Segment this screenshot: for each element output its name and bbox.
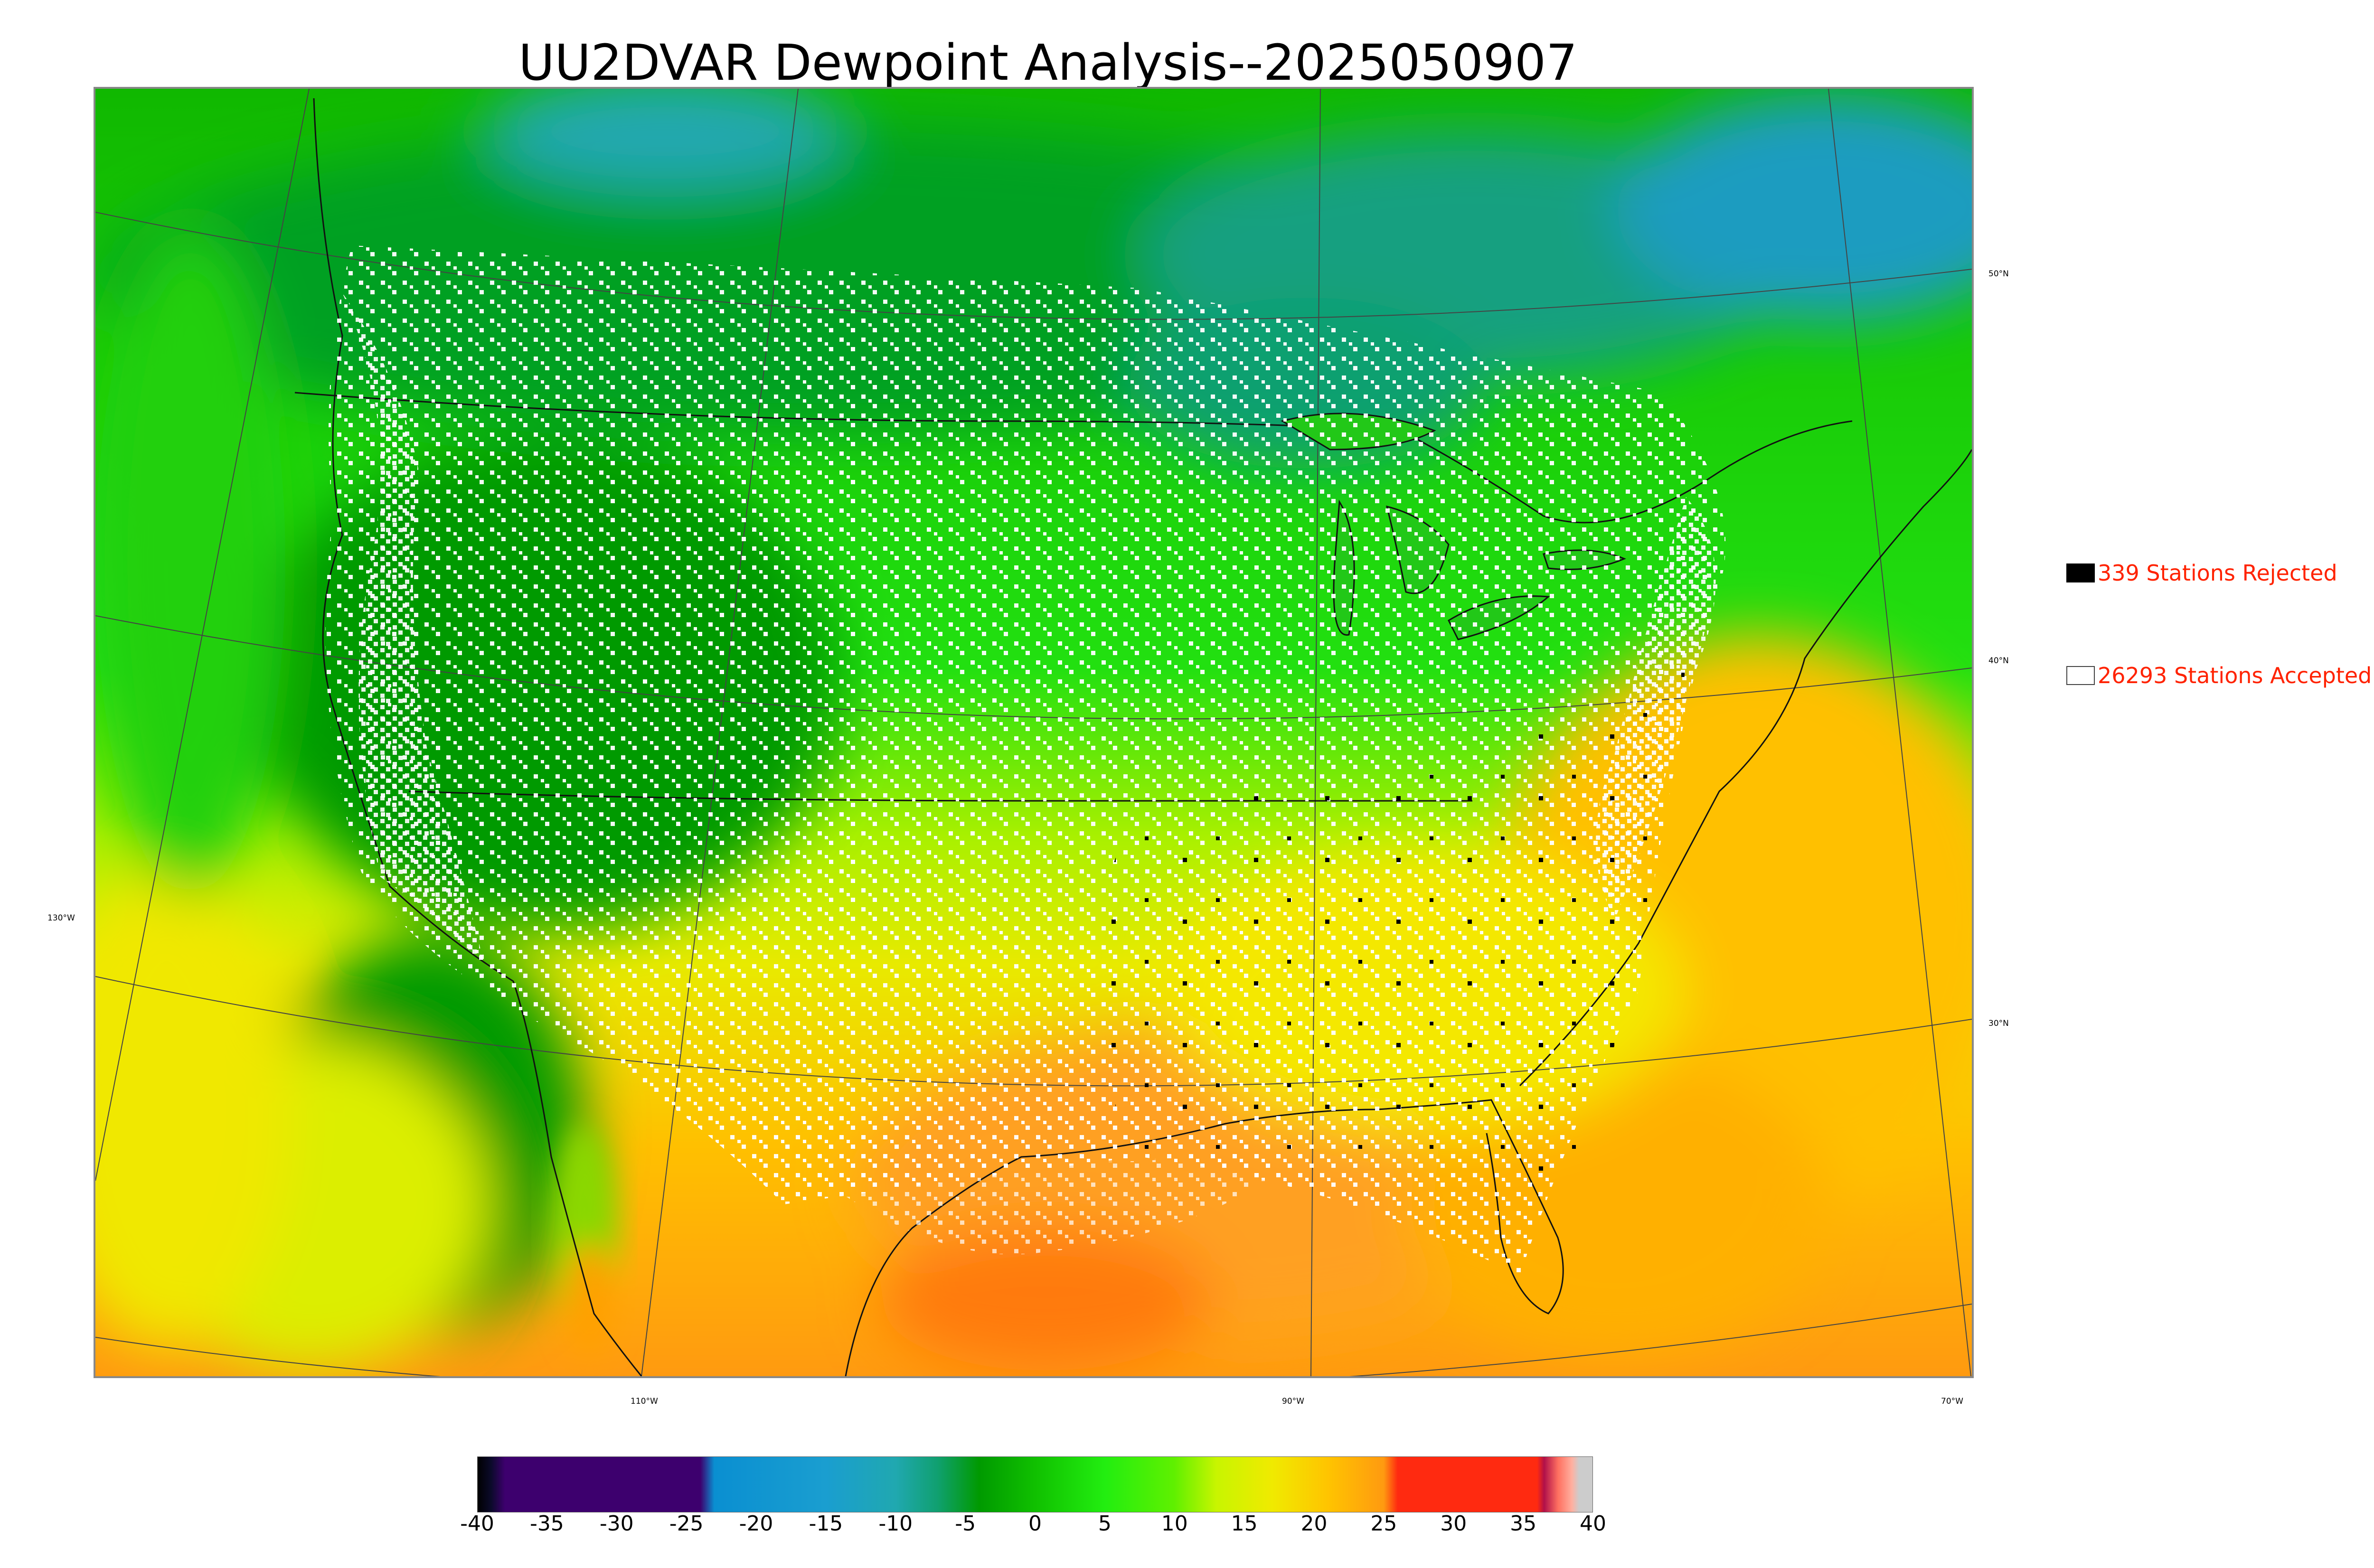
colorbar-tick-label: -10 xyxy=(878,1512,913,1536)
colorbar-tick-label: 0 xyxy=(1028,1512,1042,1536)
colorbar-tick-label: -40 xyxy=(460,1512,494,1536)
map-title: UU2DVAR Dewpoint Analysis--2025050907 xyxy=(518,34,1578,92)
lon-label-90w: 90°W xyxy=(1282,1397,1304,1406)
lon-label-130w: 130°W xyxy=(47,913,75,923)
colorbar-tick-label: -30 xyxy=(599,1512,634,1536)
colorbar-tick-label: -20 xyxy=(739,1512,773,1536)
colorbar-tick-label: -35 xyxy=(529,1512,564,1536)
dewpoint-map xyxy=(94,87,1974,1378)
lat-label-30n: 30°N xyxy=(1988,1019,2009,1028)
colorbar-tick-label: 30 xyxy=(1440,1512,1467,1536)
colorbar-gradient xyxy=(477,1456,1593,1512)
colorbar-tick-label: -25 xyxy=(669,1512,704,1536)
colorbar-tick-label: 35 xyxy=(1510,1512,1537,1536)
rejected-label: 339 Stations Rejected xyxy=(2098,560,2337,586)
legend-rejected: 339 Stations Rejected xyxy=(2066,560,2337,586)
colorbar-tick-label: -5 xyxy=(955,1512,976,1536)
colorbar-tick-label: 5 xyxy=(1098,1512,1112,1536)
colorbar-tick-label: -15 xyxy=(809,1512,843,1536)
colorbar-tick-label: 25 xyxy=(1370,1512,1397,1536)
rejected-stations xyxy=(1093,658,1686,1181)
lat-label-40n: 40°N xyxy=(1988,656,2009,666)
accepted-label: 26293 Stations Accepted xyxy=(2098,663,2372,688)
dewpoint-field xyxy=(95,89,1972,1376)
colorbar-tick-label: 40 xyxy=(1580,1512,1606,1536)
colorbar-tick-label: 10 xyxy=(1161,1512,1188,1536)
lon-label-110w: 110°W xyxy=(631,1397,658,1406)
lat-label-50n: 50°N xyxy=(1988,269,2009,279)
lon-label-70w: 70°W xyxy=(1941,1397,1963,1406)
rejected-swatch xyxy=(2066,563,2095,582)
colorbar-tick-label: 15 xyxy=(1231,1512,1258,1536)
legend-accepted: 26293 Stations Accepted xyxy=(2066,663,2372,688)
colorbar-tick-label: 20 xyxy=(1300,1512,1328,1536)
colorbar xyxy=(477,1456,1593,1512)
accepted-swatch xyxy=(2066,666,2095,685)
